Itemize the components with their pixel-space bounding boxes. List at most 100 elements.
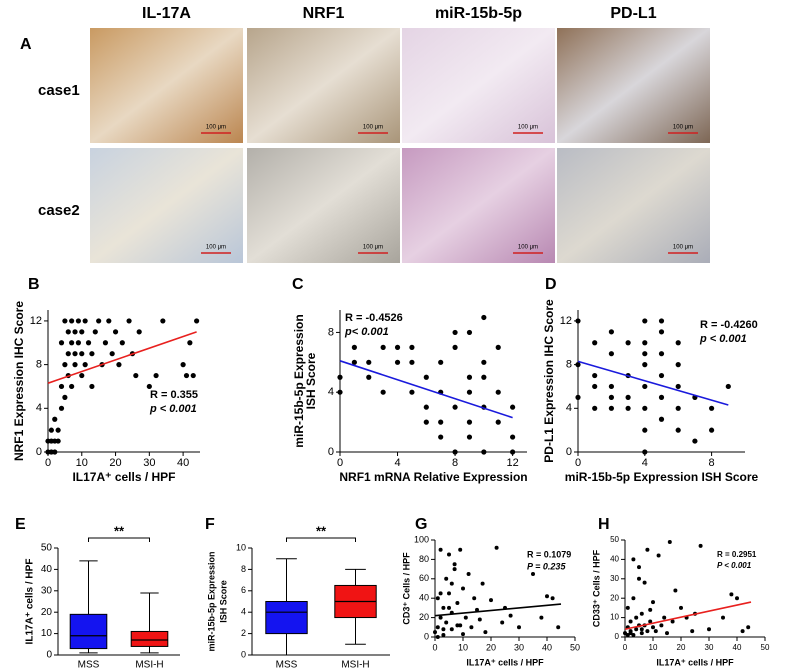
point <box>65 351 71 357</box>
point <box>438 434 444 440</box>
y-axis-label: ISH Score <box>218 580 228 623</box>
point <box>409 389 415 395</box>
point <box>380 344 386 350</box>
y-tick-label: 0 <box>328 446 334 458</box>
point <box>531 571 535 576</box>
scale-bar-label: 100 μm <box>206 245 226 251</box>
point <box>667 539 672 544</box>
point <box>69 340 75 346</box>
point <box>545 594 549 599</box>
point <box>79 351 85 357</box>
x-tick-label: MSI-H <box>135 660 163 668</box>
point <box>639 611 644 616</box>
point <box>592 383 598 390</box>
point <box>112 329 119 335</box>
x-axis-label: IL17A⁺ cells / HPF <box>466 657 544 667</box>
point <box>480 581 485 586</box>
annotation: R = 0.355 <box>150 389 198 401</box>
point <box>556 625 561 630</box>
point <box>455 623 460 628</box>
x-tick-label: 10 <box>649 643 658 652</box>
point <box>452 404 458 410</box>
point <box>351 359 357 365</box>
point <box>679 605 683 610</box>
fit-line <box>434 603 562 617</box>
point <box>72 362 78 368</box>
y-tick-label: 40 <box>41 564 53 575</box>
fit-line <box>624 601 752 631</box>
x-tick-label: 40 <box>542 642 552 652</box>
point <box>637 576 641 581</box>
row-label: case1 <box>38 82 80 99</box>
point <box>438 419 444 425</box>
point <box>466 434 473 440</box>
point <box>639 631 644 636</box>
point <box>183 372 190 379</box>
point <box>510 434 516 440</box>
point <box>709 405 715 411</box>
point <box>447 591 451 596</box>
y-tick-label: 8 <box>36 359 42 371</box>
point <box>608 405 615 411</box>
point <box>337 389 343 395</box>
y-tick-label: 0 <box>46 650 52 661</box>
y-tick-label: 10 <box>236 542 246 552</box>
point <box>438 547 443 552</box>
point <box>675 362 681 368</box>
y-axis-label: miR-15b-5p Expression <box>206 551 216 651</box>
point <box>592 372 598 379</box>
point <box>651 600 655 605</box>
point <box>481 374 487 380</box>
y-tick-label: 12 <box>560 315 572 327</box>
x-tick-label: 30 <box>514 642 524 652</box>
x-axis-label: miR-15b-5p Expression ISH Score <box>565 470 759 484</box>
point <box>394 359 401 365</box>
point <box>642 362 648 368</box>
point <box>658 394 665 400</box>
point <box>72 329 78 335</box>
x-tick-label: 0 <box>623 643 628 652</box>
point <box>625 633 630 638</box>
point <box>337 374 343 380</box>
point <box>495 419 501 425</box>
annotation: R = -0.4526 <box>345 312 403 324</box>
annotation: P < 0.001 <box>717 561 752 570</box>
point <box>637 565 641 570</box>
point <box>575 362 581 368</box>
point <box>55 427 61 433</box>
point <box>510 449 516 455</box>
point <box>79 329 85 335</box>
point <box>62 362 68 368</box>
panel-letter: F <box>205 516 215 533</box>
panel-letter: C <box>292 276 304 293</box>
y-axis-label: miR-15b-5p Expression <box>292 314 306 447</box>
y-axis-label: CD33⁺ Cells / HPF <box>591 549 601 627</box>
point <box>631 557 636 562</box>
point <box>670 619 675 624</box>
x-tick-label: 0 <box>45 457 51 469</box>
fit-line <box>339 360 513 419</box>
panel-letter: D <box>545 276 557 293</box>
point <box>461 632 465 637</box>
point <box>133 372 139 379</box>
point <box>675 427 681 433</box>
column-header: miR-15b-5p <box>435 5 522 22</box>
point <box>469 625 474 630</box>
point <box>472 596 477 601</box>
point <box>628 619 633 624</box>
point <box>441 627 446 632</box>
point <box>658 351 665 357</box>
point <box>489 598 493 603</box>
y-tick-label: 4 <box>328 386 334 398</box>
point <box>102 340 109 346</box>
point <box>483 630 488 635</box>
y-axis-label: NRF1 Expression IHC Score <box>12 301 26 461</box>
point <box>449 581 454 586</box>
x-tick-label: 20 <box>677 643 686 652</box>
point <box>735 596 739 601</box>
point <box>194 318 200 324</box>
point <box>500 620 505 625</box>
point <box>433 630 437 635</box>
